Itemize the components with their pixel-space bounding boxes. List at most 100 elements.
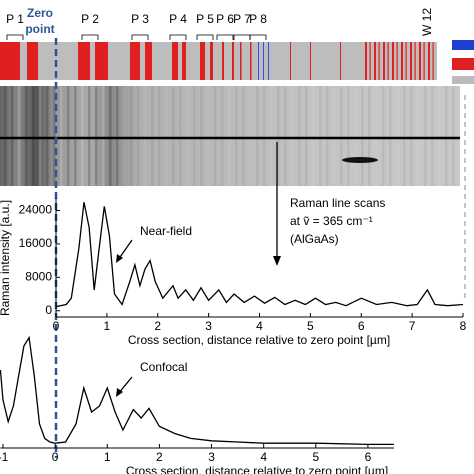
x-axis-label: Cross section, distance relative to zero…: [126, 464, 388, 474]
strip-layer: [374, 42, 376, 80]
x-tick-label: 8: [460, 319, 467, 333]
streak: [67, 86, 70, 186]
streak: [4, 86, 7, 186]
strip-layer: [419, 42, 421, 80]
streak: [368, 86, 371, 186]
strip-layer: [130, 42, 140, 80]
layer-bracket: [131, 34, 149, 40]
annotation-arrowhead: [116, 388, 123, 397]
raman-image: [0, 86, 460, 186]
data-line: [0, 335, 394, 446]
wafer-label: W 12: [420, 8, 434, 36]
streak: [340, 86, 343, 186]
dark-spot: [342, 157, 378, 163]
strip-layer: [290, 42, 291, 80]
data-line: [55, 202, 464, 308]
scan-note: Raman line scans: [290, 196, 385, 210]
strip-layer: [27, 42, 38, 80]
x-tick-label: 4: [256, 319, 263, 333]
streak: [396, 86, 399, 186]
strip-layer: [145, 42, 152, 80]
strip-layer: [258, 42, 259, 80]
streak: [382, 86, 385, 186]
x-tick-label: 7: [409, 319, 416, 333]
strip-layer: [401, 42, 403, 80]
streak: [130, 86, 133, 186]
streak: [445, 86, 448, 186]
streak: [158, 86, 161, 186]
streak: [333, 86, 336, 186]
x-tick-label: 1: [104, 450, 111, 464]
strip-layer: [369, 42, 371, 80]
strip-layer: [310, 42, 311, 80]
streak: [39, 86, 42, 186]
x-tick-label: 6: [365, 450, 372, 464]
legend-swatch: [452, 58, 474, 70]
streak: [88, 86, 91, 186]
strip-layer: [78, 42, 90, 80]
x-axis-label: Cross section, distance relative to zero…: [128, 333, 390, 347]
layer-label: P 6: [216, 12, 234, 26]
x-tick-label: 1: [104, 319, 111, 333]
legend-swatch: [452, 40, 474, 50]
strip-layer: [240, 42, 242, 80]
streak: [165, 86, 168, 186]
y-axis-label: Raman intensity [a.u.]: [0, 200, 12, 316]
x-tick-label: 0: [53, 319, 60, 333]
streak: [389, 86, 392, 186]
zero-label: Zero: [27, 6, 53, 20]
strip-layer: [365, 42, 367, 80]
annotation-arrowhead: [116, 254, 123, 263]
layer-bracket: [196, 34, 214, 40]
streak: [263, 86, 266, 186]
streak: [207, 86, 210, 186]
x-tick-label: 3: [205, 319, 212, 333]
streak: [354, 86, 357, 186]
streak: [116, 86, 119, 186]
strip-layer: [95, 42, 108, 80]
strip-layer: [410, 42, 412, 80]
streak: [109, 86, 112, 186]
strip-layer: [392, 42, 394, 80]
strip-layer: [200, 42, 205, 80]
scan-note: (AlGaAs): [290, 232, 339, 246]
layer-bracket: [216, 34, 234, 40]
strip-layer: [172, 42, 178, 80]
strip-layer: [383, 42, 385, 80]
x-tick-label: 5: [307, 319, 314, 333]
streak: [403, 86, 406, 186]
streak: [214, 86, 217, 186]
strip-layer: [268, 42, 269, 80]
streak: [242, 86, 245, 186]
x-tick-label: 4: [260, 450, 267, 464]
streak: [200, 86, 203, 186]
streak: [74, 86, 77, 186]
strip-layer: [182, 42, 186, 80]
strip-layer: [250, 42, 252, 80]
streak: [235, 86, 238, 186]
streak: [361, 86, 364, 186]
streak: [417, 86, 420, 186]
streak: [221, 86, 224, 186]
x-tick-label: 2: [156, 450, 163, 464]
scan-arrowhead: [273, 256, 281, 266]
streak: [326, 86, 329, 186]
streak: [18, 86, 21, 186]
streak: [25, 86, 28, 186]
streak: [277, 86, 280, 186]
streak: [319, 86, 322, 186]
zero-label: point: [25, 22, 54, 36]
x-tick-label: 6: [358, 319, 365, 333]
x-tick-label: 3: [208, 450, 215, 464]
layer-label: P 8: [249, 12, 267, 26]
y-tick-label: 0: [45, 303, 52, 317]
layer-label: P 5: [196, 12, 214, 26]
layer-label: P 1: [6, 12, 24, 26]
x-tick-label: -1: [0, 450, 9, 464]
layer-bracket: [169, 34, 187, 40]
y-tick-label: 8000: [25, 270, 52, 284]
streak: [375, 86, 378, 186]
x-tick-label: 2: [154, 319, 161, 333]
layer-label: P 3: [131, 12, 149, 26]
